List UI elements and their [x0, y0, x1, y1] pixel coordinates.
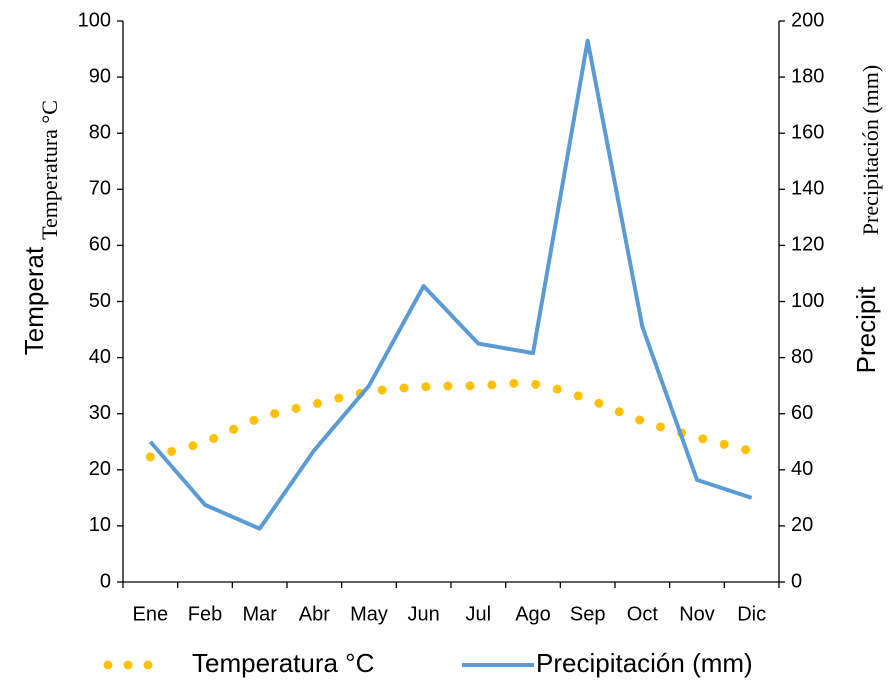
y2-tick-label: 60: [791, 402, 813, 424]
y-tick-label: 50: [89, 290, 111, 312]
y-tick-label: 90: [89, 65, 111, 87]
y-tick-label: 30: [89, 402, 111, 424]
y2-tick-label: 40: [791, 458, 813, 480]
x-tick-label: Dic: [737, 603, 766, 625]
y2-tick-label: 200: [791, 9, 824, 31]
y2-tick-label: 80: [791, 346, 813, 368]
y-tick-label: 100: [78, 9, 111, 31]
legend-label: Precipitación (mm): [536, 648, 753, 678]
temperature-line: [145, 378, 757, 462]
x-tick-label: Jun: [408, 603, 440, 625]
x-tick-label: Nov: [679, 603, 715, 625]
y2-tick-label: 20: [791, 514, 813, 536]
x-tick-label: Ene: [133, 603, 169, 625]
y2-tick-label: 140: [791, 178, 824, 200]
x-tick-label: Oct: [627, 603, 659, 625]
precipitation-line: [148, 38, 753, 531]
legend-label: Temperatura °C: [192, 648, 374, 678]
y-tick-label: 0: [100, 570, 111, 592]
x-tick-label: Ago: [515, 603, 551, 625]
y-axis-title-overlap: Temperat: [19, 246, 49, 355]
y2-tick-label: 160: [791, 121, 824, 143]
y2-tick-label: 120: [791, 234, 824, 256]
y-tick-label: 80: [89, 121, 111, 143]
x-tick-label: Feb: [188, 603, 222, 625]
y-axis-title: Temperatura °C: [37, 100, 62, 240]
y2-axis-title-overlap: Precipit: [851, 286, 881, 373]
y2-tick-label: 100: [791, 290, 824, 312]
y2-tick-label: 180: [791, 65, 824, 87]
x-tick-label: Jul: [466, 603, 492, 625]
y-tick-label: 40: [89, 346, 111, 368]
y-tick-label: 60: [89, 234, 111, 256]
y-tick-label: 10: [89, 514, 111, 536]
x-tick-label: Mar: [242, 603, 277, 625]
y-tick-label: 70: [89, 178, 111, 200]
x-tick-label: May: [350, 603, 388, 625]
y2-axis-title: Precipitación (mm): [858, 65, 883, 235]
x-tick-label: Abr: [299, 603, 330, 625]
x-tick-label: Sep: [570, 603, 606, 625]
y2-tick-label: 0: [791, 570, 802, 592]
y-tick-label: 20: [89, 458, 111, 480]
